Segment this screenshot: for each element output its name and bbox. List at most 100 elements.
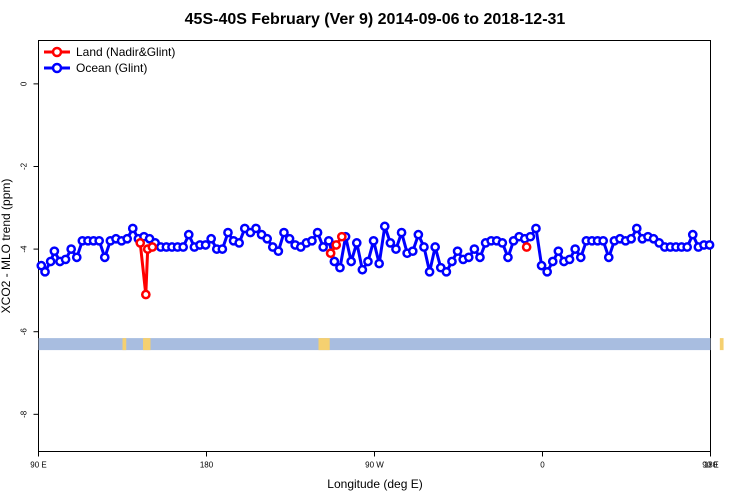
- ocean-point: [396, 227, 407, 238]
- ocean-point: [704, 240, 715, 250]
- ocean-point: [603, 252, 614, 263]
- land-point: [331, 240, 342, 250]
- ocean-point: [682, 242, 693, 252]
- x-axis-label: Longitude (deg E): [327, 477, 422, 491]
- land-point: [147, 242, 158, 252]
- ocean-point: [284, 233, 295, 244]
- ocean-point: [262, 233, 273, 244]
- ocean-point: [419, 242, 429, 252]
- legend-land-label: Land (Nadir&Glint): [76, 45, 175, 59]
- ocean-point: [503, 252, 513, 263]
- y-tick-label: 0: [20, 81, 29, 86]
- y-tick-label: -8: [20, 410, 29, 418]
- ocean-point: [363, 256, 373, 267]
- y-tick-label: -2: [20, 162, 29, 170]
- ocean-point: [379, 221, 390, 232]
- land-ocean-mask: [38, 338, 724, 351]
- ocean-point: [564, 254, 575, 265]
- x-tick-label: 180: [704, 461, 718, 470]
- ocean-point: [251, 223, 261, 234]
- ocean-point: [385, 238, 396, 248]
- ocean-point: [475, 252, 485, 263]
- ocean-point: [60, 254, 71, 265]
- ocean-point: [631, 223, 642, 234]
- ocean-point: [318, 242, 329, 252]
- ocean-point: [45, 256, 56, 267]
- land-point: [521, 242, 532, 252]
- y-tick-label: -6: [20, 328, 29, 336]
- x-tick-label: 0: [540, 461, 545, 470]
- ocean-point: [430, 242, 441, 252]
- ocean-strip: [38, 338, 711, 351]
- ocean-point: [273, 246, 284, 257]
- ocean-point: [525, 231, 536, 242]
- ocean-point: [575, 252, 586, 263]
- ocean-point: [469, 244, 480, 254]
- ocean-point: [66, 244, 77, 254]
- land-patch: [318, 338, 330, 351]
- x-tick-label: 180: [200, 461, 214, 470]
- chart-title: 45S-40S February (Ver 9) 2014-09-06 to 2…: [185, 11, 566, 28]
- ocean-point: [413, 229, 424, 240]
- series-layer: [36, 221, 715, 300]
- ocean-point: [49, 246, 60, 257]
- ocean-point: [40, 266, 50, 277]
- land-point: [140, 289, 151, 300]
- legend-ocean-label: Ocean (Glint): [76, 61, 147, 75]
- ocean-point: [178, 242, 189, 252]
- ocean-point: [183, 229, 194, 240]
- ocean-point: [391, 244, 401, 254]
- land-point: [135, 238, 146, 248]
- ocean-point: [200, 240, 211, 250]
- ocean-point: [424, 266, 435, 277]
- ocean-point: [553, 246, 564, 257]
- y-axis-label: XCO2 - MLO trend (ppm): [0, 179, 13, 314]
- ocean-point: [279, 227, 289, 238]
- ocean-point: [368, 235, 379, 246]
- ocean-point: [217, 244, 228, 254]
- ocean-point: [463, 252, 474, 263]
- land-point: [325, 248, 336, 259]
- land-point: [336, 231, 347, 242]
- ocean-point: [357, 264, 368, 275]
- ocean-point: [441, 266, 452, 277]
- ocean-point: [234, 238, 245, 248]
- ocean-point: [570, 244, 581, 254]
- ocean-point: [94, 235, 105, 246]
- ocean-point: [335, 262, 345, 273]
- ocean-point: [329, 256, 340, 267]
- ocean-point: [71, 252, 82, 263]
- ocean-point: [598, 235, 609, 246]
- ocean-point: [122, 233, 133, 244]
- ocean-point: [223, 227, 233, 238]
- ocean-point: [547, 256, 558, 267]
- land-patch: [143, 338, 151, 351]
- ocean-point: [206, 233, 217, 244]
- ocean-point: [626, 233, 637, 244]
- ocean-point: [99, 252, 110, 263]
- ocean-point: [307, 235, 317, 246]
- ocean-point: [531, 223, 541, 234]
- ocean-point: [312, 227, 323, 238]
- ocean-point: [323, 235, 334, 246]
- ocean-point: [497, 238, 508, 248]
- y-tick-label: -4: [20, 245, 29, 253]
- ocean-point: [687, 229, 698, 240]
- x-tick-label: 90 E: [30, 461, 46, 470]
- x-tick-label: 90 W: [365, 461, 384, 470]
- ocean-point: [351, 238, 362, 248]
- ocean-point: [452, 246, 463, 257]
- ocean-point: [447, 256, 457, 267]
- land-patch: [719, 338, 724, 351]
- ocean-point: [542, 266, 553, 277]
- ocean-point: [536, 260, 547, 271]
- x-tick-label: 90 E: [702, 461, 718, 470]
- land-patch: [122, 338, 127, 351]
- legend-ocean-marker: [51, 62, 63, 74]
- ocean-point: [346, 256, 357, 267]
- ocean-point: [407, 246, 418, 257]
- legend: Land (Nadir&Glint) Ocean (Glint): [44, 45, 175, 75]
- ocean-point: [127, 223, 138, 234]
